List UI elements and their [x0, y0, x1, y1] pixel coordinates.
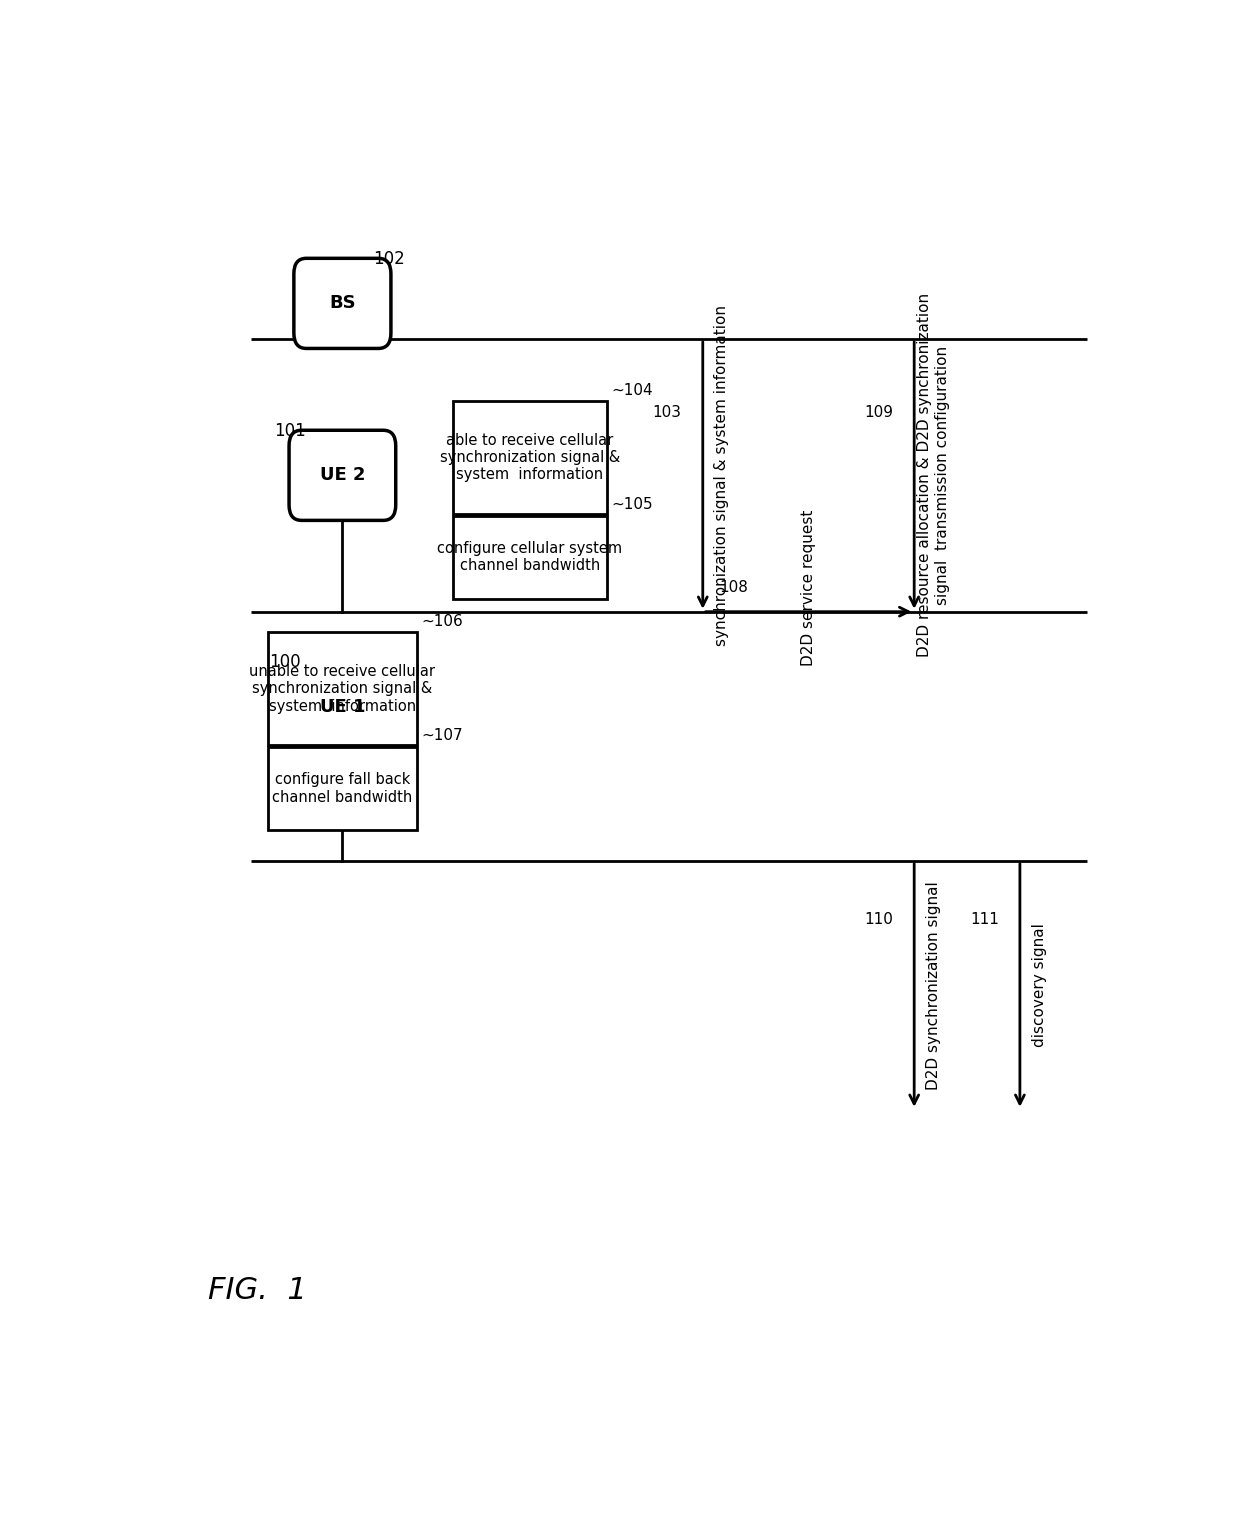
Text: ~104: ~104: [611, 382, 653, 397]
Text: configure fall back
channel bandwidth: configure fall back channel bandwidth: [273, 772, 413, 804]
FancyBboxPatch shape: [294, 259, 391, 348]
FancyBboxPatch shape: [289, 430, 396, 521]
FancyBboxPatch shape: [289, 662, 396, 752]
Text: ~105: ~105: [611, 497, 653, 513]
Text: 108: 108: [719, 581, 748, 596]
Text: 110: 110: [864, 913, 893, 927]
Text: 111: 111: [970, 913, 998, 927]
Text: D2D service request: D2D service request: [801, 510, 816, 667]
Text: ~107: ~107: [422, 728, 464, 744]
Text: FIG.  1: FIG. 1: [208, 1277, 306, 1306]
Text: BS: BS: [329, 294, 356, 313]
Text: D2D synchronization signal: D2D synchronization signal: [926, 881, 941, 1090]
Text: 109: 109: [864, 405, 893, 420]
Text: ~106: ~106: [422, 614, 464, 628]
Text: unable to receive cellular
synchronization signal &
system  information: unable to receive cellular synchronizati…: [249, 664, 435, 713]
FancyBboxPatch shape: [268, 633, 417, 745]
Text: UE 2: UE 2: [320, 467, 365, 484]
Text: UE 1: UE 1: [320, 698, 365, 716]
FancyBboxPatch shape: [453, 516, 606, 599]
Text: 100: 100: [269, 653, 300, 671]
FancyBboxPatch shape: [268, 747, 417, 830]
FancyBboxPatch shape: [453, 402, 606, 514]
Text: synchronization signal & system information: synchronization signal & system informat…: [714, 305, 729, 645]
Text: discovery signal: discovery signal: [1032, 924, 1047, 1047]
Text: 101: 101: [274, 422, 305, 440]
Text: D2D resource allocation & D2D synchronization
signal  transmission configuration: D2D resource allocation & D2D synchroniz…: [918, 293, 950, 658]
Text: configure cellular system
channel bandwidth: configure cellular system channel bandwi…: [438, 541, 622, 573]
Text: 102: 102: [373, 249, 404, 268]
Text: able to receive cellular
synchronization signal &
system  information: able to receive cellular synchronization…: [440, 433, 620, 482]
Text: 103: 103: [652, 405, 682, 420]
